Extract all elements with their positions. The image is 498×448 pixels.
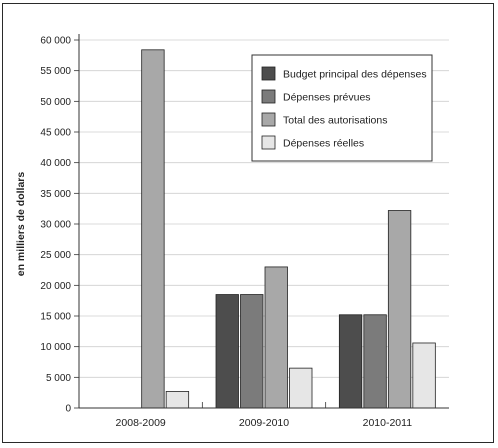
x-tick-label: 2010-2011 <box>363 417 413 429</box>
legend-label: Dépenses prévues <box>283 92 371 104</box>
legend: Budget principal des dépenses Dépenses pr… <box>251 54 433 162</box>
bar-2010-2011-series-4 <box>412 342 436 409</box>
y-tick-labels: 0 5 000 10 000 15 000 20 000 25 000 30 000 35 0… <box>40 36 79 415</box>
y-tick-label: 5 000 <box>46 373 71 384</box>
bar-2009-2010-series-3 <box>264 266 288 409</box>
legend-label: Budget principal des dépenses <box>283 69 427 81</box>
bar-2010-2011-series-3 <box>387 210 412 409</box>
legend-swatch <box>261 135 276 150</box>
legend-box <box>251 54 433 162</box>
legend-label: Total des autorisations <box>283 115 387 127</box>
bar-2010-2011-series-2 <box>363 314 387 409</box>
axes-group <box>78 34 449 409</box>
legend-label: Dépenses réelles <box>283 138 364 150</box>
y-tick-label: 10 000 <box>40 342 71 353</box>
bar-2010-2011-series-1 <box>338 314 363 409</box>
bars-group <box>141 49 436 409</box>
y-tick-label: 50 000 <box>40 97 71 108</box>
legend-swatch <box>261 112 276 127</box>
y-axis-label: en milliers de dollars <box>15 172 27 277</box>
y-tick-label: 60 000 <box>40 36 71 47</box>
y-tick-label: 35 000 <box>40 189 71 200</box>
x-tick-label: 2008-2009 <box>116 417 166 429</box>
y-tick-label: 40 000 <box>40 158 71 169</box>
y-tick-label: 45 000 <box>40 128 71 139</box>
x-tick-label: 2009-2010 <box>239 417 289 429</box>
bar-2008-2009-series-4 <box>165 391 190 409</box>
legend-swatch <box>261 66 276 81</box>
bar-2009-2010-series-2 <box>240 294 264 409</box>
x-tick-labels: 2008-2009 2009-2010 2010-2011 <box>116 402 413 429</box>
chart-frame: 0 5 000 10 000 15 000 20 000 25 000 30 000 35 0… <box>2 3 494 443</box>
bar-2009-2010-series-1 <box>215 294 239 409</box>
y-tick-label: 20 000 <box>40 281 71 292</box>
y-tick-label: 0 <box>65 404 71 415</box>
y-tick-label: 30 000 <box>40 220 71 231</box>
legend-swatch <box>261 89 276 104</box>
bar-2009-2010-series-4 <box>289 367 313 409</box>
y-tick-label: 25 000 <box>40 250 71 261</box>
bar-chart: 0 5 000 10 000 15 000 20 000 25 000 30 000 35 0… <box>15 34 449 429</box>
y-tick-label: 55 000 <box>40 66 71 77</box>
y-tick-label: 15 000 <box>40 312 71 323</box>
bar-2008-2009-series-3 <box>141 49 165 409</box>
